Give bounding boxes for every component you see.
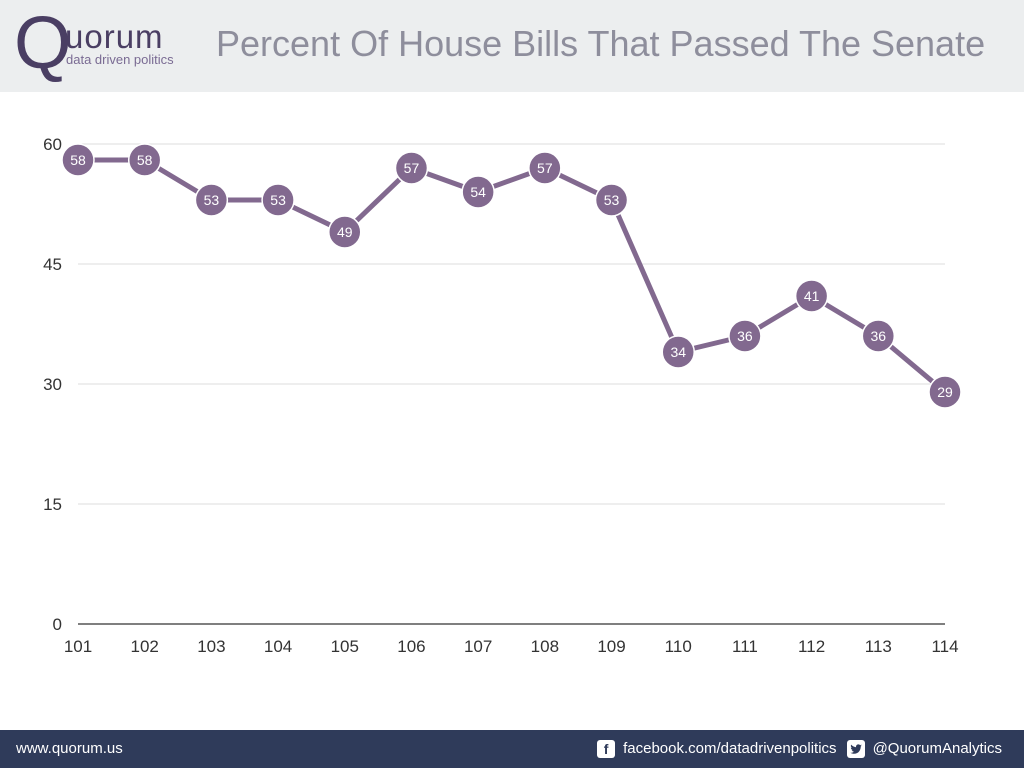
data-point — [928, 375, 962, 409]
facebook-link[interactable]: facebook.com/datadrivenpolitics — [623, 740, 837, 757]
data-label: 57 — [537, 160, 553, 176]
data-point — [861, 319, 896, 353]
data-label: 57 — [404, 160, 420, 176]
website-link[interactable]: www.quorum.us — [16, 740, 123, 757]
social-links: f facebook.com/datadrivenpolitics @Quoru… — [597, 739, 1010, 759]
line-chart: 0 15 30 45 60 101 102 103 104 105 106 107 108 109 110 1… — [43, 135, 962, 656]
x-tick-label: 101 — [64, 637, 92, 656]
series-line-segment — [609, 197, 681, 355]
data-point — [594, 183, 629, 217]
data-label: 49 — [337, 224, 353, 240]
y-tick-label: 0 — [53, 615, 62, 634]
header: Q uorum data driven politics Percent Of … — [0, 0, 1024, 92]
data-label: 34 — [670, 344, 686, 360]
x-tick-label: 108 — [531, 637, 559, 656]
x-tick-label: 113 — [865, 637, 892, 656]
data-point — [794, 279, 829, 313]
x-tick-label: 103 — [197, 637, 225, 656]
y-tick-label: 60 — [43, 135, 62, 154]
data-label: 58 — [70, 152, 86, 168]
data-point — [61, 143, 95, 177]
data-point — [528, 151, 562, 185]
x-tick-label: 106 — [397, 637, 425, 656]
twitter-link[interactable]: @QuorumAnalytics — [872, 740, 1002, 757]
y-tick-label: 30 — [43, 375, 62, 394]
data-label: 53 — [604, 192, 620, 208]
data-label: 36 — [871, 328, 887, 344]
logo-word: uorum — [65, 18, 164, 55]
data-label: 54 — [470, 184, 486, 200]
x-tick-label: 109 — [597, 637, 625, 656]
data-point — [661, 335, 695, 369]
data-label: 53 — [270, 192, 286, 208]
x-tick-label: 111 — [732, 637, 758, 656]
y-tick-label: 45 — [43, 255, 62, 274]
data-label: 58 — [137, 152, 153, 168]
x-tick-label: 102 — [131, 637, 159, 656]
data-point — [394, 151, 429, 185]
data-label: 29 — [937, 384, 953, 400]
data-point — [261, 183, 295, 217]
data-label: 53 — [204, 192, 220, 208]
data-point — [127, 143, 162, 177]
logo-tagline: data driven politics — [66, 52, 174, 67]
logo-letter: Q — [14, 1, 72, 84]
x-tick-label: 105 — [331, 637, 359, 656]
x-tick-label: 104 — [264, 637, 292, 656]
data-point — [461, 175, 495, 209]
data-point — [328, 215, 362, 249]
x-tick-label: 107 — [464, 637, 492, 656]
x-tick-label: 114 — [931, 637, 958, 656]
data-label: 36 — [737, 328, 753, 344]
data-label: 41 — [804, 288, 820, 304]
data-point — [728, 319, 762, 353]
quorum-logo[interactable]: Q uorum data driven politics — [12, 6, 202, 86]
page-title: Percent Of House Bills That Passed The S… — [216, 23, 986, 64]
twitter-icon[interactable] — [846, 740, 865, 758]
data-point — [194, 183, 229, 217]
x-tick-label: 112 — [798, 637, 825, 656]
footer: www.quorum.us f facebook.com/datadrivenp… — [0, 730, 1024, 768]
facebook-icon[interactable]: f — [597, 740, 616, 758]
y-tick-label: 15 — [43, 495, 62, 514]
x-tick-label: 110 — [665, 637, 692, 656]
